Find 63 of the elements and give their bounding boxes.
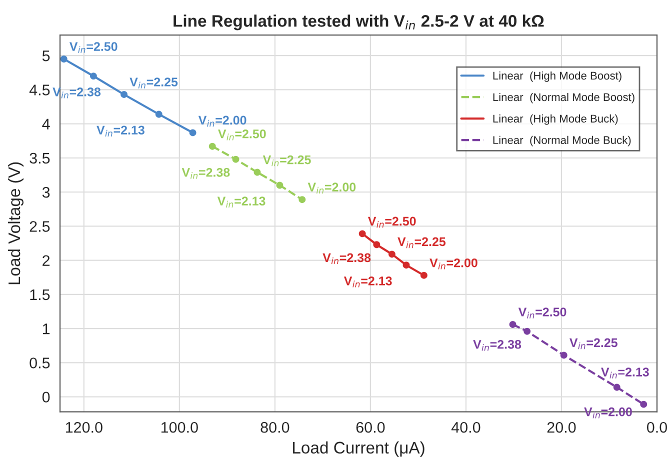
- point: [358, 230, 366, 238]
- legend-label: Linear (Normal Mode Boost): [493, 92, 634, 104]
- x-tick-label: 80.0: [260, 422, 290, 433]
- x-tick-label: 60.0: [356, 422, 385, 433]
- x-tick-label: 100.0: [161, 422, 198, 433]
- point: [189, 129, 196, 136]
- annotation: V$_{in}$=2.38: [182, 168, 230, 179]
- point: [420, 272, 428, 279]
- point: [276, 182, 284, 189]
- annotation: V$_{in}$=2.25: [262, 155, 311, 166]
- annotation: V$_{in}$=2.50: [218, 129, 266, 140]
- annotation: V$_{in}$=2.50: [69, 42, 118, 53]
- annotation: V$_{in}$=2.13: [217, 196, 266, 208]
- x-axis-title: Load Current (μA): [293, 441, 424, 457]
- point: [402, 262, 410, 269]
- point: [509, 321, 516, 328]
- point: [90, 72, 97, 80]
- point: [254, 168, 261, 176]
- annotation: V$_{in}$=2.50: [368, 216, 416, 228]
- annotation: V$_{in}$=2.25: [130, 78, 178, 88]
- annotation: V$_{in}$=2.50: [518, 308, 566, 318]
- y-tick-label: 3: [42, 186, 50, 198]
- x-tick-label: 0.0: [646, 422, 667, 433]
- point: [155, 110, 162, 118]
- point: [613, 384, 620, 391]
- point: [232, 156, 240, 163]
- point: [560, 352, 568, 359]
- x-tick-label: 20.0: [547, 422, 576, 433]
- point: [388, 250, 396, 258]
- annotation: V$_{in}$=2.00: [198, 116, 246, 127]
- y-axis-title: Load Voltage (V): [8, 162, 24, 284]
- y-tick-label: 3.5: [30, 152, 50, 164]
- annotation: V$_{in}$=2.25: [398, 237, 446, 248]
- y-tick-label: 1.5: [30, 289, 50, 300]
- annotation: V$_{in}$=2.13: [601, 368, 649, 378]
- y-tick-label: 2.5: [30, 221, 50, 232]
- annotation: V$_{in}$=2.13: [96, 126, 144, 136]
- chart-title: Line Regulation tested with V$_{in}$ 2.5-2 V at 40 kΩ: [174, 14, 544, 30]
- x-tick-label: 120.0: [66, 422, 102, 433]
- legend-label: Linear (High Mode Boost): [493, 71, 622, 82]
- point: [208, 142, 216, 150]
- point: [640, 400, 648, 408]
- annotation: V$_{in}$=2.00: [430, 258, 478, 270]
- annotation: V$_{in}$=2.38: [322, 253, 371, 264]
- point: [373, 241, 380, 248]
- y-tick-label: 1: [42, 324, 50, 334]
- annotation: V$_{in}$=2.13: [344, 276, 392, 288]
- legend-label: Linear (Normal Mode Buck): [493, 136, 631, 146]
- point: [298, 196, 306, 204]
- annotation: V$_{in}$=2.00: [308, 182, 356, 194]
- y-tick-label: 4.5: [29, 84, 50, 96]
- y-tick-label: 0.5: [30, 358, 50, 368]
- x-tick-label: 40.0: [451, 422, 480, 433]
- point: [60, 56, 68, 62]
- y-tick-label: 2: [42, 255, 50, 266]
- legend-label: Linear (High Mode Buck): [493, 114, 618, 125]
- point: [524, 328, 531, 335]
- point: [120, 91, 128, 98]
- y-tick-label: 5: [42, 50, 50, 62]
- annotation: V$_{in}$=2.38: [473, 340, 522, 351]
- y-tick-label: 0: [42, 392, 50, 403]
- annotation: V$_{in}$=2.25: [570, 338, 618, 350]
- y-tick-label: 4: [42, 118, 50, 130]
